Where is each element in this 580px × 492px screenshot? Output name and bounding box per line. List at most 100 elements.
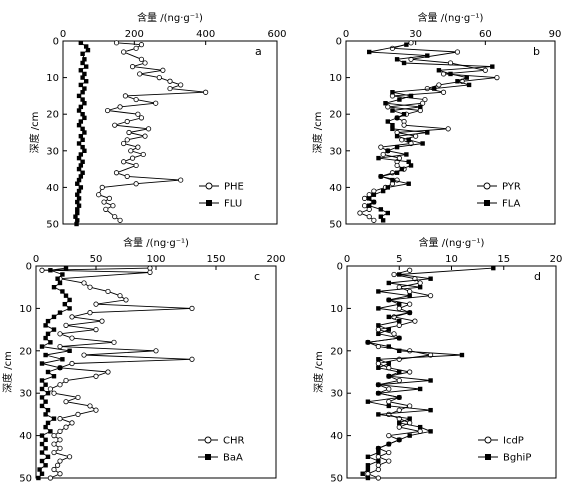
data-point	[385, 185, 390, 190]
data-point	[123, 297, 129, 303]
data-point	[87, 284, 93, 290]
x-tick-label: 0	[33, 254, 39, 265]
x-tick-label: 200	[125, 29, 144, 40]
legend-label: BghiP	[503, 453, 531, 464]
data-point	[376, 391, 381, 396]
data-point	[137, 71, 143, 77]
y-tick-label: 50	[330, 474, 343, 485]
data-point	[160, 67, 166, 73]
data-point	[490, 64, 495, 69]
data-point	[57, 331, 63, 337]
panel-a: 0 200 400 600 0 10 20 30 40 50 含量 /(ng·g⁻¹) 深度 /cm a…	[28, 11, 287, 231]
data-point	[156, 75, 162, 81]
data-point	[413, 133, 419, 139]
data-point	[386, 327, 391, 332]
data-point	[466, 82, 472, 88]
x-tick-label: 20	[550, 254, 563, 265]
series-line	[41, 267, 193, 479]
legend: IcdP BghiP	[478, 436, 531, 464]
data-point	[371, 217, 377, 223]
data-point	[391, 331, 397, 337]
data-point	[455, 79, 460, 84]
panel-label: b	[533, 45, 540, 58]
data-point	[365, 467, 371, 472]
data-point	[428, 378, 433, 383]
data-point	[390, 126, 395, 132]
series-line	[361, 267, 494, 479]
data-point	[43, 335, 48, 341]
data-point	[83, 44, 89, 49]
data-point	[390, 90, 395, 95]
data-point	[367, 49, 372, 55]
y-tick-label: 40	[19, 431, 32, 442]
data-point	[380, 151, 386, 158]
data-point	[375, 326, 381, 333]
data-point	[45, 454, 51, 459]
y-tick-label: 20	[329, 110, 342, 121]
data-point	[78, 185, 84, 190]
data-point	[371, 192, 377, 197]
y-tick-label: 30	[46, 146, 59, 157]
data-point	[140, 151, 146, 158]
data-point	[76, 122, 82, 128]
x-tick-label: 200	[266, 254, 285, 265]
data-point	[45, 407, 51, 413]
data-point	[43, 382, 48, 387]
x-tick-label: 0	[60, 29, 66, 40]
data-point	[407, 416, 412, 421]
data-point	[81, 280, 87, 286]
data-point	[407, 267, 413, 273]
data-point	[189, 356, 195, 362]
data-point	[78, 119, 84, 124]
data-point	[48, 429, 53, 434]
data-point	[448, 71, 453, 77]
data-point	[365, 463, 371, 468]
data-point	[397, 97, 402, 102]
y-tick-label: 10	[19, 304, 32, 315]
y-tick-label: 30	[19, 389, 32, 400]
y-tick-label: 30	[329, 146, 342, 157]
data-point	[491, 265, 496, 271]
data-point	[360, 471, 365, 476]
data-point	[399, 166, 404, 172]
data-point	[454, 49, 461, 55]
data-point	[482, 67, 488, 73]
data-point	[420, 141, 425, 146]
data-point	[57, 437, 63, 443]
data-point	[96, 192, 102, 198]
y-tick-label: 20	[46, 110, 59, 121]
y-tick-label: 40	[330, 431, 343, 442]
panel-label: d	[534, 270, 541, 283]
data-point	[51, 327, 57, 332]
data-point	[394, 144, 400, 150]
data-point	[82, 130, 87, 135]
data-point	[81, 352, 87, 358]
data-point	[80, 51, 85, 57]
x-tick-label: 10	[445, 254, 458, 265]
x-tick-label: 600	[267, 29, 286, 40]
data-point	[117, 217, 123, 223]
data-point	[75, 394, 81, 401]
x-tick-label: 15	[497, 254, 510, 265]
data-point	[407, 293, 412, 298]
data-point	[203, 89, 209, 95]
data-point	[397, 395, 402, 400]
data-point	[408, 40, 414, 46]
data-point	[432, 86, 437, 91]
data-point	[113, 40, 120, 46]
data-point	[112, 122, 118, 128]
data-point	[371, 199, 377, 205]
data-point	[394, 162, 400, 169]
data-point	[51, 416, 57, 421]
data-point	[376, 155, 381, 161]
data-point	[386, 441, 391, 447]
data-point	[121, 159, 127, 165]
legend-label: CHR	[223, 436, 245, 447]
data-point	[80, 144, 85, 150]
data-point	[39, 378, 45, 383]
series-CHR	[39, 265, 195, 481]
data-point	[76, 93, 82, 99]
x-tick-label: 90	[549, 29, 562, 40]
legend-marker	[205, 182, 213, 190]
data-point	[39, 344, 45, 349]
